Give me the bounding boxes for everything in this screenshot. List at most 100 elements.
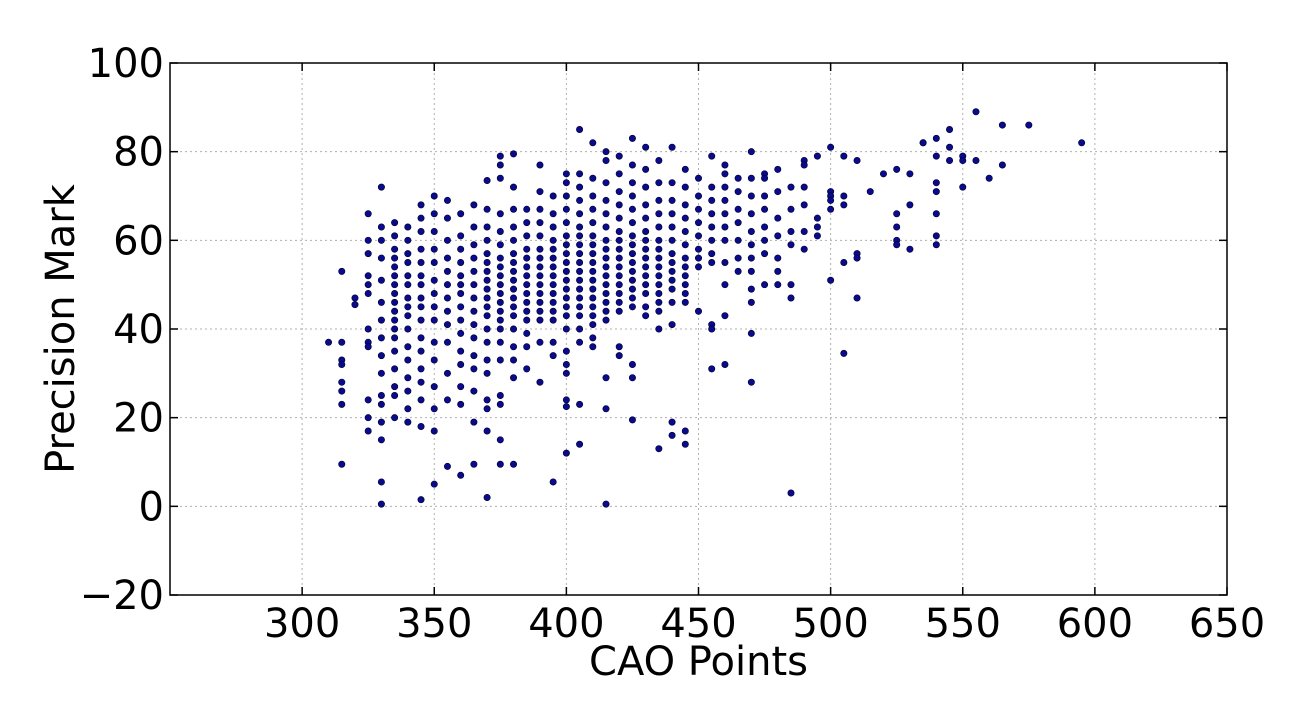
- data-point: [972, 108, 980, 116]
- data-point: [417, 496, 425, 504]
- x-axis-label: CAO Points: [589, 639, 808, 685]
- data-point: [708, 210, 716, 218]
- data-point: [562, 232, 570, 240]
- data-point: [523, 343, 531, 351]
- data-point: [747, 148, 755, 156]
- data-point: [430, 276, 438, 284]
- data-point: [787, 281, 795, 289]
- data-point: [443, 214, 451, 222]
- data-point: [391, 254, 399, 262]
- data-point: [668, 321, 676, 329]
- data-point: [853, 157, 861, 165]
- data-point: [430, 290, 438, 298]
- data-point: [761, 174, 769, 182]
- data-point: [443, 294, 451, 302]
- data-point: [655, 325, 663, 333]
- data-point: [615, 236, 623, 244]
- data-point: [694, 205, 702, 213]
- data-point: [496, 400, 504, 408]
- data-point: [549, 263, 557, 271]
- data-point: [1078, 139, 1086, 147]
- data-point: [417, 396, 425, 404]
- data-point: [655, 245, 663, 253]
- data-point: [404, 281, 412, 289]
- data-point: [523, 329, 531, 337]
- data-point: [761, 205, 769, 213]
- data-point: [827, 205, 835, 213]
- data-point: [906, 245, 914, 253]
- data-point: [761, 236, 769, 244]
- data-point: [628, 416, 636, 424]
- data-point: [681, 440, 689, 448]
- data-point: [457, 360, 465, 368]
- data-point: [602, 290, 610, 298]
- data-point: [800, 245, 808, 253]
- data-point: [562, 192, 570, 200]
- data-point: [694, 263, 702, 271]
- data-point: [615, 290, 623, 298]
- data-point: [734, 219, 742, 227]
- data-point: [642, 254, 650, 262]
- data-point: [549, 316, 557, 324]
- data-point: [496, 152, 504, 160]
- data-point: [946, 126, 954, 134]
- data-point: [628, 303, 636, 311]
- data-point: [668, 431, 676, 439]
- data-point: [377, 436, 385, 444]
- data-point: [668, 250, 676, 258]
- data-point: [747, 378, 755, 386]
- data-point: [681, 183, 689, 191]
- data-point: [562, 312, 570, 320]
- data-point: [642, 143, 650, 151]
- data-point: [549, 223, 557, 231]
- data-point: [642, 290, 650, 298]
- data-point: [391, 281, 399, 289]
- data-point: [391, 232, 399, 240]
- data-point: [377, 298, 385, 306]
- data-point: [708, 152, 716, 160]
- data-point: [787, 241, 795, 249]
- data-point: [734, 205, 742, 213]
- data-point: [668, 196, 676, 204]
- data-point: [602, 254, 610, 262]
- y-tick-label: 40: [113, 307, 164, 353]
- y-tick-label: 20: [113, 396, 164, 442]
- data-point: [589, 139, 597, 147]
- data-point: [510, 325, 518, 333]
- data-point: [470, 241, 478, 249]
- data-point: [681, 298, 689, 306]
- data-point: [523, 205, 531, 213]
- data-point: [510, 223, 518, 231]
- data-point: [721, 170, 729, 178]
- data-point: [668, 418, 676, 426]
- data-point: [893, 223, 901, 231]
- data-point: [576, 400, 584, 408]
- data-point: [536, 378, 544, 386]
- data-point: [404, 303, 412, 311]
- data-point: [734, 267, 742, 275]
- data-point: [417, 281, 425, 289]
- data-point: [470, 352, 478, 360]
- data-point: [655, 290, 663, 298]
- data-point: [483, 312, 491, 320]
- data-point: [721, 210, 729, 218]
- data-point: [576, 170, 584, 178]
- data-point: [642, 227, 650, 235]
- data-point: [404, 294, 412, 302]
- data-point: [589, 205, 597, 213]
- data-point: [628, 258, 636, 266]
- data-point: [377, 418, 385, 426]
- data-point: [642, 245, 650, 253]
- data-point: [430, 427, 438, 435]
- y-tick-label: 0: [139, 484, 164, 530]
- data-point: [549, 298, 557, 306]
- data-point: [430, 383, 438, 391]
- data-point: [417, 245, 425, 253]
- data-point: [391, 414, 399, 422]
- data-point: [562, 449, 570, 457]
- data-point: [457, 471, 465, 479]
- data-point: [866, 188, 874, 196]
- data-point: [721, 281, 729, 289]
- data-point: [708, 196, 716, 204]
- data-point: [998, 121, 1006, 129]
